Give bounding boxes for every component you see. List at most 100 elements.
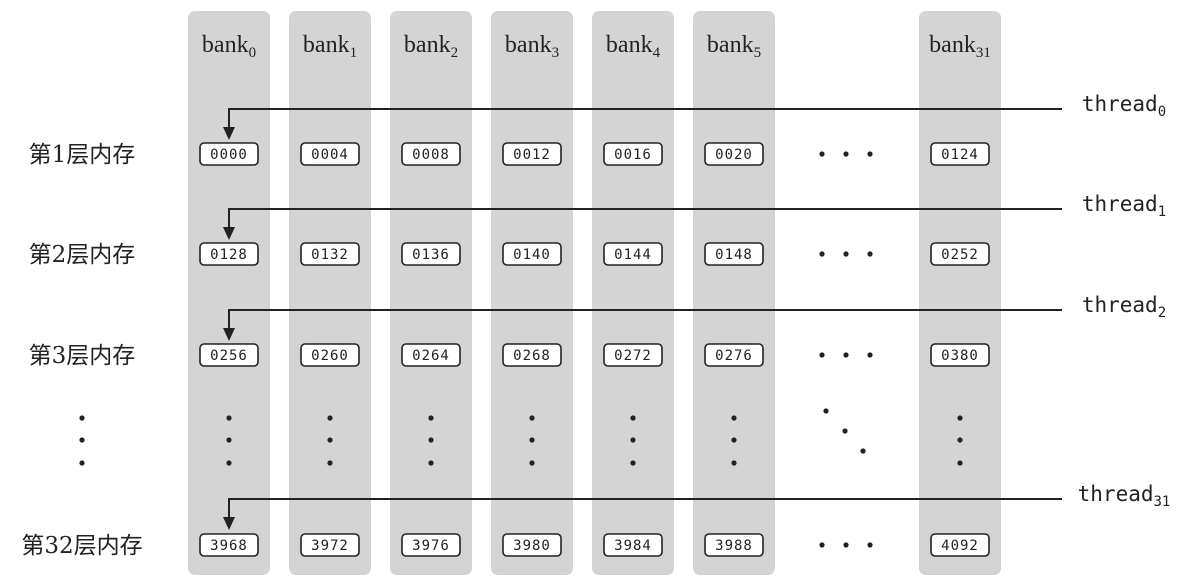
bank-label-5-base: bank	[707, 32, 754, 58]
vertical-ellipsis-dot	[79, 460, 85, 466]
vertical-ellipsis-dot	[79, 437, 85, 443]
vertical-ellipsis-dot	[731, 460, 737, 466]
row-ellipsis-dot	[867, 542, 873, 548]
memory-cell: 0004	[300, 142, 360, 166]
thread-label-3: thread31	[1078, 482, 1171, 510]
memory-cell-box	[704, 533, 764, 557]
bank-label-3: bank3	[505, 32, 559, 61]
vertical-ellipsis-dot	[79, 415, 85, 421]
memory-cell-box	[603, 142, 663, 166]
memory-cell-address: 3988	[715, 538, 753, 554]
memory-cell-box	[199, 142, 259, 166]
memory-cell-address: 3968	[210, 538, 248, 554]
memory-cell-address: 0264	[412, 348, 450, 364]
bank-label-2-subscript: 2	[451, 45, 459, 61]
thread-label-2-subscript: 2	[1158, 305, 1166, 321]
row-ellipsis-dot	[819, 542, 825, 548]
bank-label-4-base: bank	[606, 32, 653, 58]
diagonal-ellipsis-dot	[823, 408, 829, 414]
vertical-ellipsis-dot	[529, 415, 535, 421]
memory-cell-box	[401, 142, 461, 166]
memory-cell-box	[603, 343, 663, 367]
row-ellipsis-dot	[843, 352, 849, 358]
vertical-ellipsis-dot	[428, 437, 434, 443]
memory-cell: 3980	[502, 533, 562, 557]
bank-column-5	[693, 11, 775, 575]
thread-line	[228, 309, 1062, 332]
memory-cell-address: 0016	[614, 147, 652, 163]
vertical-ellipsis-dot	[529, 437, 535, 443]
memory-cell-box	[704, 242, 764, 266]
bank-label-5-subscript: 5	[754, 45, 762, 61]
thread-label-0: thread0	[1082, 92, 1166, 120]
arrowhead-icon	[223, 328, 235, 341]
thread-line	[228, 208, 1062, 231]
memory-cell-address: 0140	[513, 247, 551, 263]
vertical-ellipsis-dot	[327, 460, 333, 466]
memory-cell-address: 3984	[614, 538, 652, 554]
memory-cell-box	[930, 343, 990, 367]
bank-label-4: bank4	[606, 32, 661, 61]
memory-cell-address: 0148	[715, 247, 753, 263]
bank-label-5: bank5	[707, 32, 761, 61]
vertical-ellipsis-dot	[630, 415, 636, 421]
memory-cell: 0380	[930, 343, 990, 367]
bank-label-1-subscript: 1	[350, 45, 358, 61]
vertical-ellipsis-dot	[957, 460, 963, 466]
thread-label-1-base: thread	[1082, 192, 1158, 216]
memory-cell-box	[300, 142, 360, 166]
memory-cell-address: 0144	[614, 247, 652, 263]
memory-cell-box	[930, 533, 990, 557]
bank-label-3-subscript: 3	[552, 45, 560, 61]
memory-cell: 3976	[401, 533, 461, 557]
memory-cell: 0144	[603, 242, 663, 266]
bank-column-2	[390, 11, 472, 575]
memory-cell: 0148	[704, 242, 764, 266]
thread-label-1: thread1	[1082, 192, 1166, 220]
bank-label-0-subscript: 0	[249, 45, 257, 61]
bank-label-2-base: bank	[404, 32, 451, 58]
bank-column-1	[289, 11, 371, 575]
memory-cell: 0260	[300, 343, 360, 367]
memory-cell: 4092	[930, 533, 990, 557]
ellipsis-dots	[79, 408, 963, 466]
bank-labels: bank0 bank1 bank2 bank3 bank4 bank5 bank31	[202, 32, 991, 61]
memory-cell-box	[502, 142, 562, 166]
memory-cell: 0268	[502, 343, 562, 367]
bank-label-6-base: bank	[929, 32, 976, 58]
vertical-ellipsis-dot	[957, 437, 963, 443]
vertical-ellipsis-dot	[731, 415, 737, 421]
thread-label-3-base: thread	[1078, 482, 1154, 506]
memory-cell-box	[502, 343, 562, 367]
row-ellipsis-dot	[819, 352, 825, 358]
row-ellipsis-dot	[843, 542, 849, 548]
memory-cell-box	[401, 343, 461, 367]
row-ellipsis-dot	[843, 251, 849, 257]
memory-cell-box	[704, 343, 764, 367]
memory-cell-box	[199, 533, 259, 557]
memory-cell-box	[704, 142, 764, 166]
vertical-ellipsis-dot	[630, 460, 636, 466]
memory-cell-address: 3980	[513, 538, 551, 554]
thread-label-2: thread2	[1082, 293, 1166, 321]
vertical-ellipsis-dot	[226, 415, 232, 421]
bank-label-1: bank1	[303, 32, 357, 61]
memory-cell-box	[930, 142, 990, 166]
memory-cell-address: 0276	[715, 348, 753, 364]
thread-arrow-0: thread0	[223, 92, 1166, 140]
thread-label-3-subscript: 31	[1154, 494, 1171, 510]
memory-cell: 0252	[930, 242, 990, 266]
memory-cell: 0272	[603, 343, 663, 367]
vertical-ellipsis-dot	[957, 415, 963, 421]
thread-label-0-subscript: 0	[1158, 104, 1166, 120]
diagonal-ellipsis-dot	[860, 448, 866, 454]
thread-arrow-2: thread2	[223, 293, 1166, 341]
memory-cell-box	[401, 533, 461, 557]
thread-line	[228, 498, 1062, 521]
memory-cell: 0124	[930, 142, 990, 166]
memory-layer-label-2: 第3层内存	[29, 343, 136, 369]
bank-label-0: bank0	[202, 32, 256, 61]
memory-cell-address: 0136	[412, 247, 450, 263]
memory-layer-label-0: 第1层内存	[29, 142, 136, 168]
memory-cell-box	[199, 242, 259, 266]
